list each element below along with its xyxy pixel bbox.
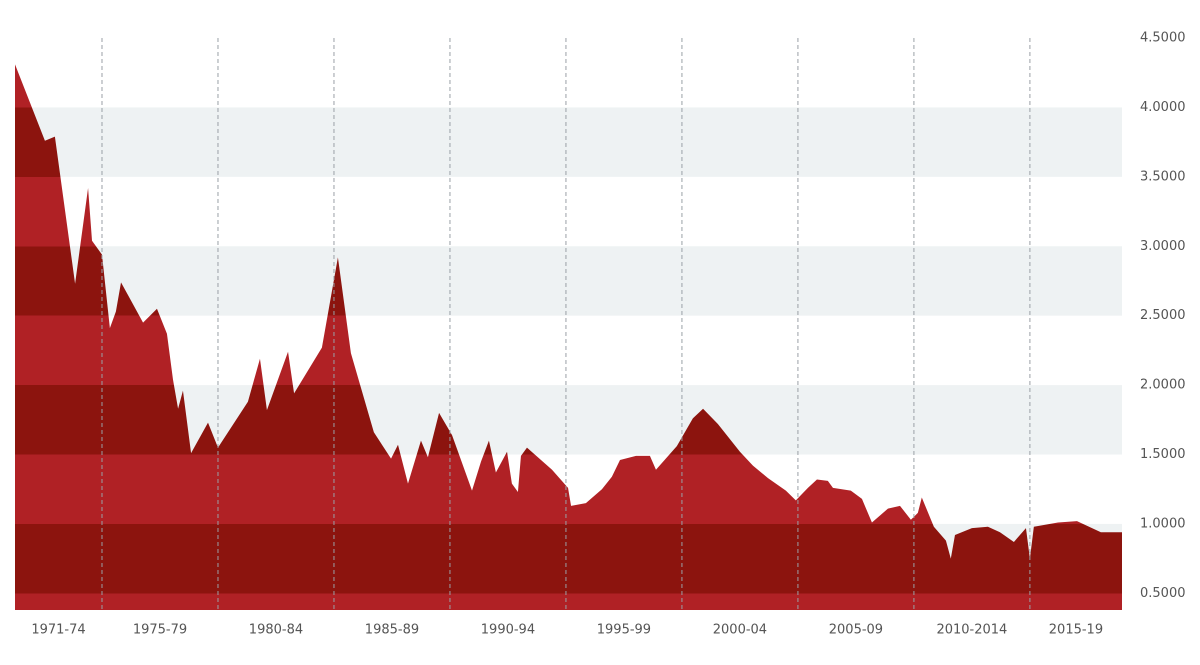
x-tick-label: 1995-99	[597, 623, 651, 638]
y-tick-label: 2.5000	[1140, 308, 1186, 323]
x-tick-label: 2015-19	[1049, 623, 1103, 638]
x-tick-label: 2010-2014	[936, 623, 1007, 638]
x-tick-label: 1990-94	[481, 623, 535, 638]
grid-band	[15, 107, 1122, 177]
x-tick-label: 1975-79	[133, 623, 187, 638]
y-tick-label: 1.5000	[1140, 447, 1186, 462]
y-tick-label: 4.0000	[1140, 100, 1186, 115]
x-tick-label: 2005-09	[829, 623, 883, 638]
y-tick-label: 3.5000	[1140, 169, 1186, 184]
x-tick-label: 1985-89	[365, 623, 419, 638]
y-tick-label: 2.0000	[1140, 378, 1186, 393]
y-tick-label: 1.0000	[1140, 516, 1186, 531]
y-tick-label: 4.5000	[1140, 31, 1186, 46]
x-tick-label: 2000-04	[713, 623, 767, 638]
x-tick-label: 1971-74	[31, 623, 85, 638]
grid-band	[15, 246, 1122, 316]
y-tick-label: 3.0000	[1140, 239, 1186, 254]
area	[15, 64, 1122, 610]
x-tick-label: 1980-84	[249, 623, 303, 638]
y-tick-label: 0.5000	[1140, 586, 1186, 601]
